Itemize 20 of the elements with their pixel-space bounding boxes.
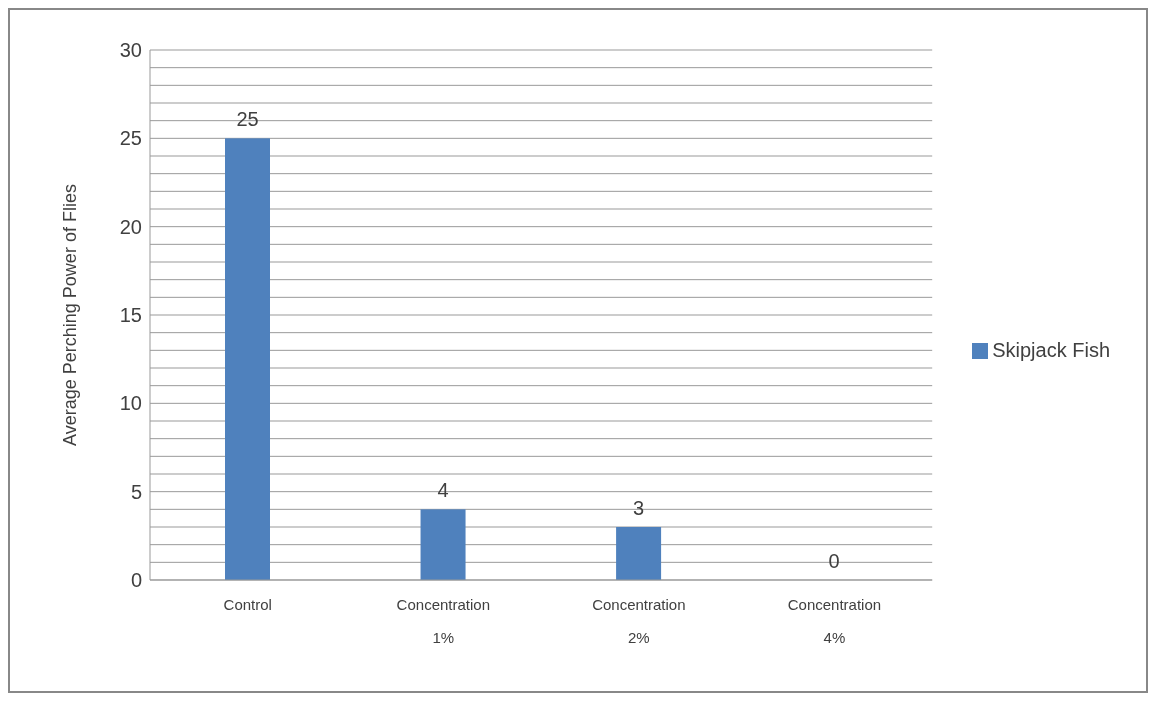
data-label: 3 [633,497,645,519]
legend-label: Skipjack Fish [992,338,1110,361]
y-tick-label: 10 [119,392,142,415]
y-tick-label: 15 [119,304,142,327]
y-tick-label: 20 [119,215,142,238]
y-tick-label: 25 [119,127,142,150]
data-label: 0 [828,550,840,572]
data-label: 4 [437,479,449,502]
data-label: 25 [236,108,259,131]
y-tick-label: 30 [119,39,142,62]
x-tick-label: Control [223,596,272,613]
bar [225,138,270,580]
y-tick-label: 0 [130,569,142,592]
y-tick-label: 5 [130,480,142,503]
x-tick-label: Concentration 4% [787,596,882,646]
y-axis-title: Average Perching Power of Flies [60,184,81,446]
x-tick-label: Concentration 1% [396,596,491,646]
bar [420,509,466,580]
x-tick-label: Concentration 2% [592,596,686,646]
bar [616,527,662,580]
